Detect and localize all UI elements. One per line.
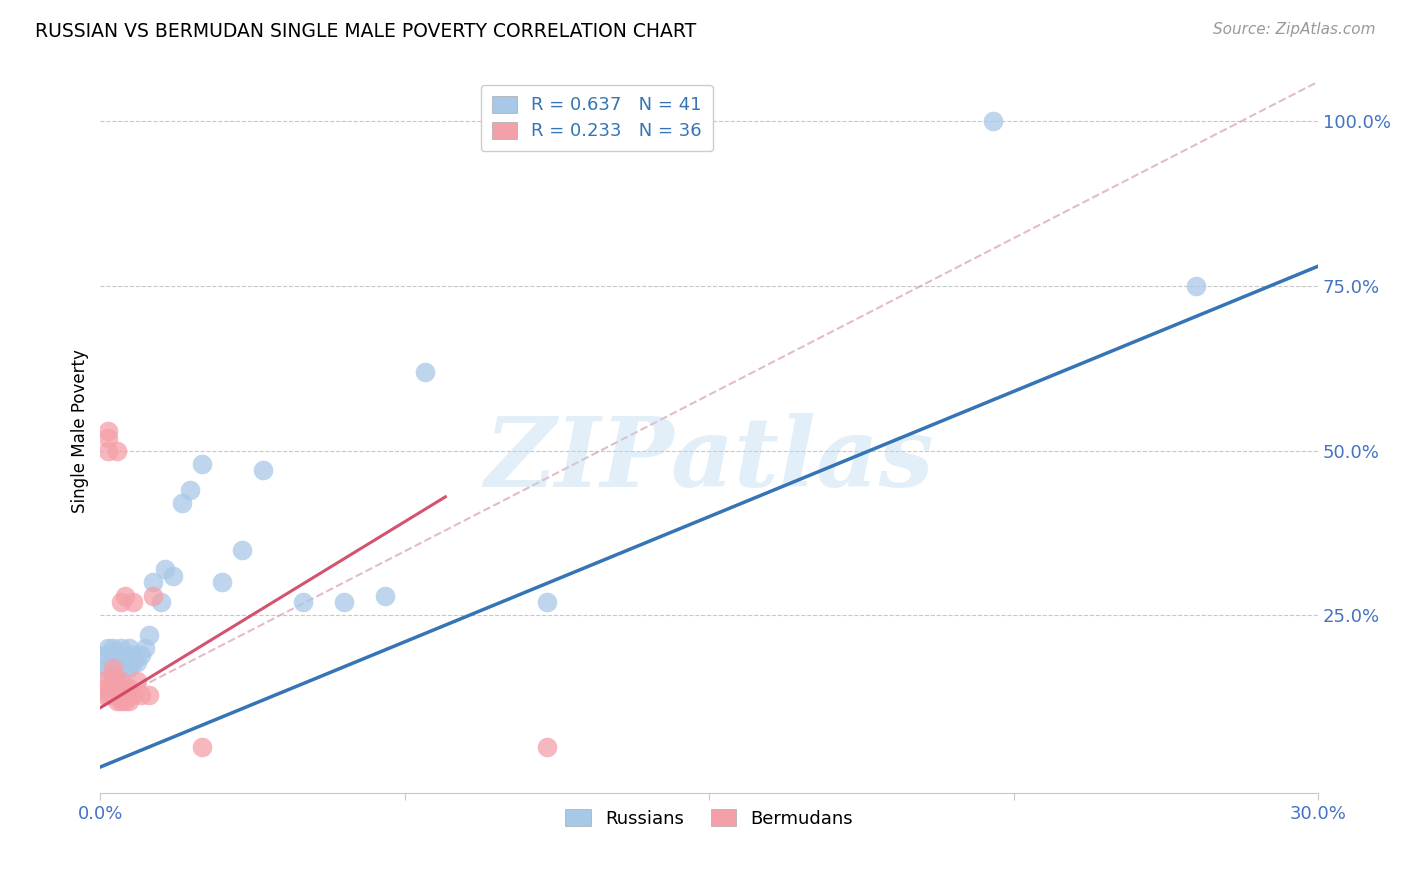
Point	[101, 674, 124, 689]
Point	[179, 483, 201, 498]
Point	[138, 688, 160, 702]
Point	[101, 688, 124, 702]
Point	[114, 589, 136, 603]
Point	[105, 443, 128, 458]
Point	[101, 661, 124, 675]
Point	[121, 648, 143, 662]
Point	[121, 655, 143, 669]
Point	[110, 674, 132, 689]
Point	[101, 681, 124, 695]
Point	[114, 694, 136, 708]
Point	[1185, 279, 1208, 293]
Text: ZIPatlas: ZIPatlas	[485, 413, 934, 507]
Point	[105, 661, 128, 675]
Point	[93, 681, 115, 695]
Point	[231, 542, 253, 557]
Point	[155, 562, 177, 576]
Point	[118, 681, 141, 695]
Point	[191, 457, 214, 471]
Point	[101, 667, 124, 681]
Point	[110, 681, 132, 695]
Point	[536, 740, 558, 755]
Point	[211, 575, 233, 590]
Point	[292, 595, 315, 609]
Point	[134, 641, 156, 656]
Point	[121, 595, 143, 609]
Point	[110, 661, 132, 675]
Point	[536, 595, 558, 609]
Point	[333, 595, 356, 609]
Point	[97, 641, 120, 656]
Point	[983, 114, 1005, 128]
Point	[114, 648, 136, 662]
Point	[114, 681, 136, 695]
Point	[101, 648, 124, 662]
Point	[93, 648, 115, 662]
Point	[191, 740, 214, 755]
Point	[110, 648, 132, 662]
Point	[101, 641, 124, 656]
Point	[105, 674, 128, 689]
Point	[142, 575, 165, 590]
Text: RUSSIAN VS BERMUDAN SINGLE MALE POVERTY CORRELATION CHART: RUSSIAN VS BERMUDAN SINGLE MALE POVERTY …	[35, 22, 696, 41]
Point	[97, 430, 120, 444]
Point	[252, 463, 274, 477]
Point	[105, 688, 128, 702]
Point	[413, 365, 436, 379]
Point	[110, 641, 132, 656]
Point	[142, 589, 165, 603]
Point	[97, 688, 120, 702]
Point	[97, 681, 120, 695]
Text: Source: ZipAtlas.com: Source: ZipAtlas.com	[1212, 22, 1375, 37]
Point	[121, 688, 143, 702]
Y-axis label: Single Male Poverty: Single Male Poverty	[72, 349, 89, 513]
Point	[114, 661, 136, 675]
Point	[129, 648, 152, 662]
Point	[118, 661, 141, 675]
Legend: Russians, Bermudans: Russians, Bermudans	[558, 802, 860, 835]
Point	[129, 688, 152, 702]
Point	[93, 688, 115, 702]
Point	[118, 641, 141, 656]
Point	[105, 694, 128, 708]
Point	[125, 655, 148, 669]
Point	[110, 694, 132, 708]
Point	[105, 655, 128, 669]
Point	[97, 661, 120, 675]
Point	[162, 569, 184, 583]
Point	[93, 674, 115, 689]
Point	[125, 674, 148, 689]
Point	[110, 688, 132, 702]
Point	[97, 648, 120, 662]
Point	[101, 655, 124, 669]
Point	[170, 496, 193, 510]
Point	[118, 694, 141, 708]
Point	[97, 443, 120, 458]
Point	[373, 589, 395, 603]
Point	[97, 424, 120, 438]
Point	[101, 661, 124, 675]
Point	[138, 628, 160, 642]
Point	[110, 595, 132, 609]
Point	[105, 681, 128, 695]
Point	[150, 595, 173, 609]
Point	[93, 661, 115, 675]
